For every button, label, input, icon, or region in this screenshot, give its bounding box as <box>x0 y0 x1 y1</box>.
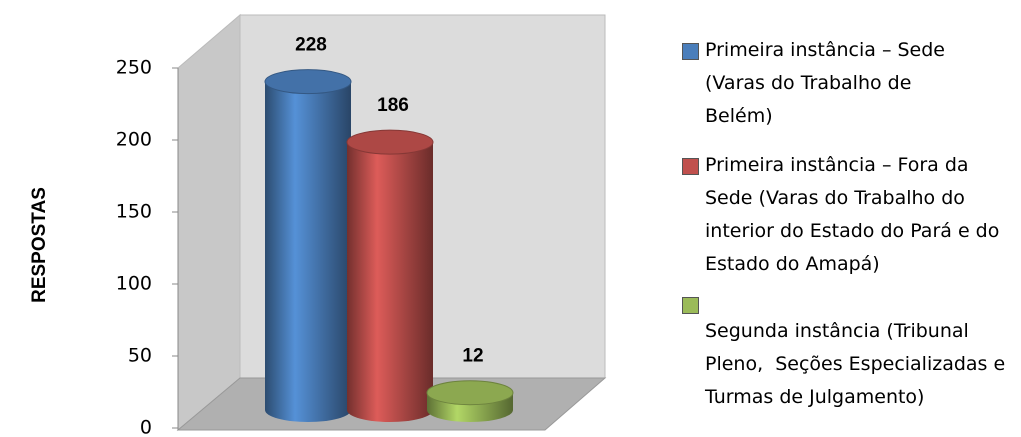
data-label: 228 <box>295 35 327 56</box>
y-tick-label: 150 <box>116 201 152 223</box>
data-label: 186 <box>377 95 409 116</box>
legend-item: Primeira instância – Fora da Sede (Varas… <box>680 149 1020 281</box>
legend-swatch <box>682 43 699 60</box>
y-axis-label: RESPOSTAS <box>29 187 50 303</box>
legend-item: Primeira instância – Sede (Varas do Trab… <box>680 34 1020 133</box>
y-tick-label: 100 <box>116 273 152 295</box>
bar-top <box>346 129 434 155</box>
bar-top <box>264 69 352 95</box>
legend-item: Segunda instância (Tribunal Pleno, Seçõe… <box>680 297 1020 414</box>
bar <box>265 81 351 422</box>
side-wall <box>177 13 241 432</box>
legend-label: Segunda instância (Tribunal Pleno, Seçõe… <box>705 320 1012 408</box>
y-tick-label: 200 <box>116 129 152 151</box>
y-tick-label: 0 <box>140 417 152 437</box>
legend-label: Primeira instância – Fora da Sede (Varas… <box>705 154 1006 275</box>
data-label: 12 <box>462 346 483 367</box>
legend-swatch <box>682 297 699 314</box>
legend: Primeira instância – Sede (Varas do Trab… <box>680 34 1020 430</box>
bar <box>347 142 433 422</box>
y-tick-label: 50 <box>128 345 152 367</box>
legend-swatch <box>682 158 699 175</box>
legend-label: Primeira instância – Sede (Varas do Trab… <box>705 39 952 127</box>
bar-top <box>426 380 514 406</box>
y-tick-label: 250 <box>116 57 152 79</box>
